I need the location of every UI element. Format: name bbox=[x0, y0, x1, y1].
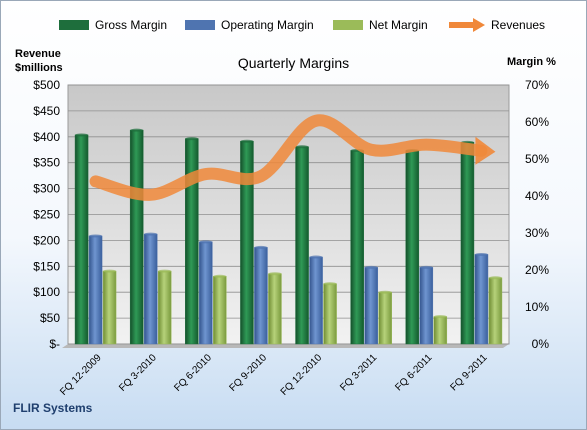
company-label: FLIR Systems bbox=[13, 401, 93, 415]
right-tick-label: 0% bbox=[532, 337, 550, 351]
bar-operating-margin bbox=[143, 233, 158, 345]
bar-top bbox=[323, 282, 337, 286]
legend-arrow-icon bbox=[449, 18, 485, 32]
legend-label-net: Net Margin bbox=[369, 18, 428, 32]
legend-item-revenues: Revenues bbox=[447, 15, 545, 35]
bar-top bbox=[185, 137, 199, 141]
bar-net-margin bbox=[102, 270, 117, 345]
bar-top bbox=[158, 269, 172, 273]
bar-net-margin bbox=[433, 316, 448, 345]
left-axis-title-line1: Revenue bbox=[15, 48, 61, 60]
left-axis-title: Revenue $millions bbox=[15, 47, 63, 75]
bar-operating-margin bbox=[254, 247, 268, 345]
right-tick-label: 60% bbox=[525, 115, 549, 129]
category-label: FQ 3-2010 bbox=[117, 352, 159, 394]
legend-swatch-gross bbox=[59, 20, 89, 30]
category-label: FQ 12-2009 bbox=[58, 352, 104, 398]
bar-operating-margin bbox=[199, 241, 213, 345]
bar-top bbox=[364, 265, 378, 269]
bar-top bbox=[144, 232, 158, 236]
bar-top bbox=[378, 290, 392, 294]
legend-swatch-operating bbox=[185, 20, 215, 30]
bar-gross-margin bbox=[185, 138, 199, 345]
chart-title: Quarterly Margins bbox=[237, 55, 350, 71]
left-tick-label: $150 bbox=[33, 259, 60, 273]
bar-net-margin bbox=[488, 277, 503, 345]
right-tick-label: 70% bbox=[525, 78, 549, 92]
bar-top bbox=[488, 276, 502, 280]
right-tick-label: 50% bbox=[525, 152, 549, 166]
legend-swatch-net bbox=[333, 20, 363, 30]
left-tick-label: $500 bbox=[33, 78, 60, 92]
bar-top bbox=[89, 234, 103, 238]
legend-label-gross: Gross Margin bbox=[95, 18, 168, 32]
bar-top bbox=[103, 269, 117, 273]
bar-gross-margin bbox=[129, 129, 144, 345]
bar-top bbox=[75, 133, 89, 137]
bar-gross-margin bbox=[350, 150, 364, 345]
legend: Gross Margin Operating Margin Net Margin… bbox=[1, 15, 586, 37]
legend-label-operating: Operating Margin bbox=[221, 18, 314, 32]
legend-item-operating-margin: Operating Margin bbox=[185, 15, 314, 35]
legend-item-gross-margin: Gross Margin bbox=[59, 15, 167, 35]
category-label: FQ 6-2011 bbox=[393, 352, 434, 393]
bar-gross-margin bbox=[74, 134, 89, 345]
bar-top bbox=[130, 128, 144, 132]
bar-operating-margin bbox=[88, 235, 103, 345]
bar-top bbox=[295, 145, 309, 149]
bar-top bbox=[240, 139, 254, 143]
category-label: FQ 3-2011 bbox=[338, 352, 379, 393]
bar-net-margin bbox=[213, 276, 227, 345]
left-tick-label: $100 bbox=[33, 285, 60, 299]
bar-gross-margin bbox=[460, 142, 475, 345]
bar-operating-margin bbox=[309, 256, 323, 345]
left-tick-label: $350 bbox=[33, 156, 60, 170]
category-label: FQ 6-2010 bbox=[172, 352, 214, 394]
right-tick-label: 40% bbox=[525, 189, 549, 203]
right-axis-title: Margin % bbox=[507, 56, 556, 68]
bar-gross-margin bbox=[240, 140, 254, 345]
bar-operating-margin bbox=[474, 254, 489, 345]
left-axis-title-line2: $millions bbox=[15, 62, 63, 74]
left-tick-label: $250 bbox=[33, 208, 60, 222]
bar-top bbox=[433, 315, 447, 319]
right-tick-label: 20% bbox=[525, 263, 549, 277]
revenue-line bbox=[89, 114, 488, 201]
bar-operating-margin bbox=[364, 267, 378, 345]
bar-operating-margin bbox=[419, 267, 434, 345]
bar-top bbox=[309, 255, 323, 259]
left-tick-label: $200 bbox=[33, 233, 60, 247]
left-tick-label: $50 bbox=[40, 311, 60, 325]
bar-top bbox=[199, 240, 213, 244]
left-tick-label: $- bbox=[49, 337, 60, 351]
category-label: FQ 9-2011 bbox=[449, 352, 490, 393]
revenue-arrowhead bbox=[475, 136, 496, 165]
bar-net-margin bbox=[157, 270, 172, 345]
bar-top bbox=[268, 272, 282, 276]
bar-net-margin bbox=[378, 291, 392, 345]
bar-net-margin bbox=[268, 273, 282, 345]
legend-item-net-margin: Net Margin bbox=[333, 15, 428, 35]
legend-label-revenues: Revenues bbox=[491, 18, 546, 32]
left-tick-label: $300 bbox=[33, 182, 60, 196]
bar-top bbox=[419, 265, 433, 269]
left-tick-label: $400 bbox=[33, 130, 60, 144]
bar-top bbox=[213, 274, 227, 278]
bar-gross-margin bbox=[405, 150, 420, 345]
bar-top bbox=[474, 252, 488, 256]
left-tick-label: $450 bbox=[33, 104, 60, 118]
bar-net-margin bbox=[323, 283, 337, 345]
right-tick-label: 30% bbox=[525, 226, 549, 240]
bar-gross-margin bbox=[295, 146, 309, 345]
category-label: FQ 12-2010 bbox=[279, 352, 325, 398]
right-tick-label: 10% bbox=[525, 300, 549, 314]
category-label: FQ 9-2010 bbox=[227, 352, 269, 394]
bar-top bbox=[254, 245, 268, 249]
plot-floor bbox=[62, 344, 509, 348]
